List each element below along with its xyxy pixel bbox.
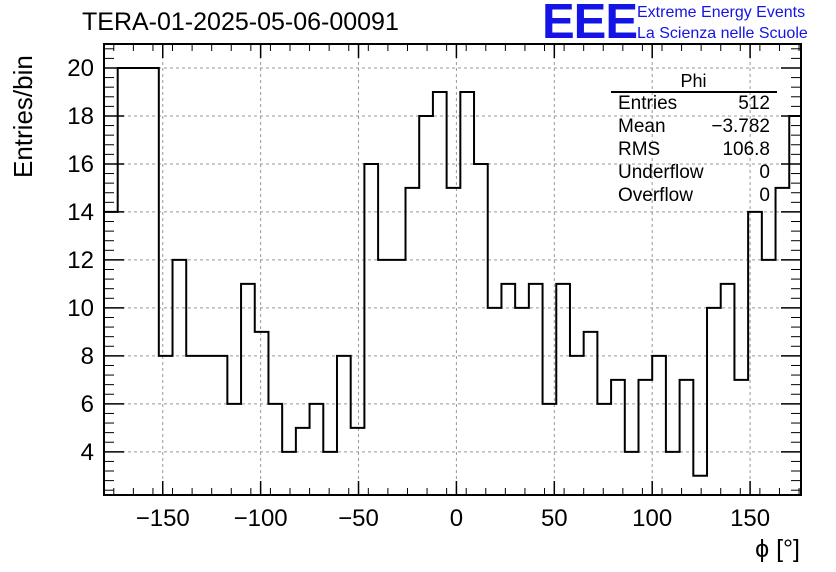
axis-ticks [104,44,801,495]
x-axis-label: ϕ [°] [755,535,800,563]
stat-value-overflow: 0 [759,185,770,206]
stats-title: Phi [680,71,707,91]
stats-divider [611,91,777,93]
histogram-line [103,66,802,495]
y-tick-label: 20 [67,55,94,82]
x-tick-label: 150 [730,505,770,532]
x-tick-label: 0 [450,505,463,532]
stat-value-underflow: 0 [759,162,770,183]
y-tick-label: 18 [67,103,94,130]
x-tick-label: −150 [136,505,190,532]
y-tick-label: 4 [81,439,94,466]
y-tick-label: 8 [81,343,94,370]
eee-logo-letters: EEE [542,0,638,49]
stat-label-mean: Mean [618,116,666,137]
stat-value-mean: −3.782 [711,116,770,137]
x-tick-label: 100 [632,505,672,532]
x-tick-labels: −150 −100 −50 0 50 100 150 [136,505,770,532]
y-tick-label: 12 [67,247,94,274]
logo-line-1: Extreme Energy Events [637,4,806,21]
stat-label-underflow: Underflow [618,162,704,183]
chart-title: TERA-01-2025-05-06-00091 [82,8,399,36]
x-tick-label: −100 [234,505,288,532]
y-tick-labels: 4 6 8 10 12 14 16 18 20 [67,55,94,466]
x-tick-label: 50 [541,505,568,532]
stat-label-overflow: Overflow [618,185,693,206]
plot-frame [103,43,802,496]
y-tick-label: 14 [67,199,94,226]
logo-line-2: La Scienza nelle Scuole [637,25,808,42]
stat-value-rms: 106.8 [722,139,770,160]
stat-label-entries: Entries [618,93,678,114]
y-tick-label: 6 [81,391,94,418]
x-tick-label: −50 [338,505,379,532]
grid-lines [104,44,801,495]
y-tick-label: 16 [67,151,94,178]
y-axis-label: Entries/bin [8,55,38,178]
stat-value-entries: 512 [738,93,770,114]
y-tick-label: 10 [67,295,94,322]
stat-label-rms: RMS [618,139,661,160]
